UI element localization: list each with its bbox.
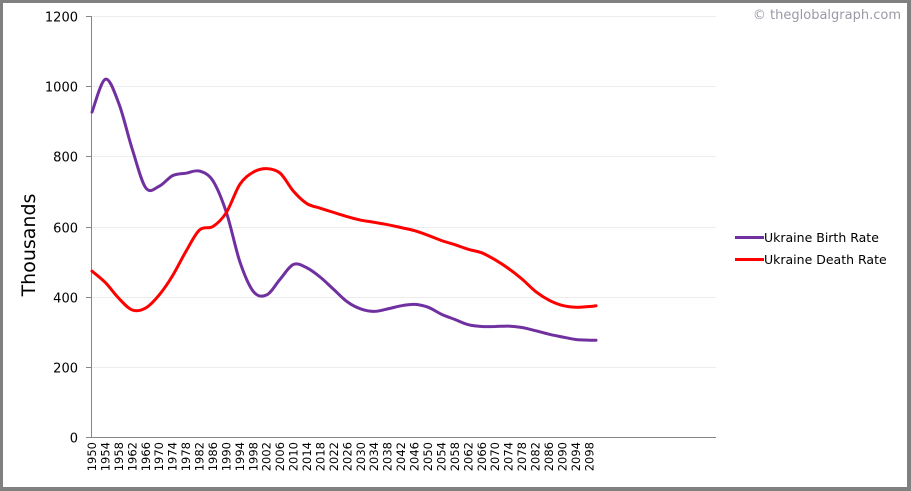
- x-tick-label: 1986: [206, 442, 220, 471]
- legend: Ukraine Birth Rate Ukraine Death Rate: [735, 226, 887, 270]
- x-tick-label: 2034: [367, 442, 381, 471]
- death-rate-line: [90, 167, 598, 313]
- y-tick-label: 1000: [45, 81, 78, 96]
- x-tick-label: 2058: [448, 442, 462, 471]
- x-tick-label: 1966: [139, 442, 153, 471]
- x-tick-label: 2070: [488, 442, 502, 471]
- legend-label: Ukraine Death Rate: [764, 251, 887, 267]
- x-tick-label: 2022: [327, 442, 341, 471]
- x-tick-label: 2046: [408, 442, 422, 471]
- birth-rate-line: [90, 77, 598, 342]
- x-tick-label: 1962: [125, 442, 139, 471]
- y-tick-label: 400: [53, 292, 78, 307]
- x-tick-label: 1998: [246, 442, 260, 471]
- x-tick-label: 2086: [542, 442, 556, 471]
- x-tick-label: 2098: [582, 442, 596, 471]
- x-tick-label: 1990: [219, 442, 233, 471]
- x-tick-label: 2094: [569, 442, 583, 471]
- x-tick-label: 2010: [287, 442, 301, 471]
- legend-swatch-death-rate: [735, 257, 764, 261]
- y-tick-label: 1200: [45, 11, 78, 26]
- x-tick-label: 2014: [300, 442, 314, 471]
- x-tick-label: 2018: [313, 442, 327, 471]
- x-tick-label: 2038: [381, 442, 395, 471]
- x-tick-label: 1958: [112, 442, 126, 471]
- x-tick-label: 2006: [273, 442, 287, 471]
- x-tick-label: 1982: [193, 442, 207, 471]
- x-tick-label: 2054: [434, 442, 448, 471]
- watermark: © theglobalgraph.com: [752, 8, 901, 23]
- gridlines: [91, 16, 716, 368]
- x-tick-label: 1978: [179, 442, 193, 471]
- y-tick-label: 800: [53, 151, 78, 166]
- legend-item-birth-rate: Ukraine Birth Rate: [735, 226, 887, 248]
- legend-swatch-birth-rate: [735, 235, 764, 239]
- x-tick-label: 2074: [502, 442, 516, 471]
- y-tick-label: 600: [53, 222, 78, 237]
- x-tick-label: 2078: [515, 442, 529, 471]
- axes: [91, 16, 716, 438]
- y-tick-label: 200: [53, 362, 78, 377]
- y-axis-ticks: 0 200 400 600 800 1000 1200: [45, 11, 91, 447]
- x-tick-label: 2062: [461, 442, 475, 471]
- x-tick-label: 2030: [354, 442, 368, 471]
- legend-item-death-rate: Ukraine Death Rate: [735, 248, 887, 270]
- x-tick-label: 1994: [233, 442, 247, 471]
- x-tick-label: 1974: [166, 442, 180, 471]
- x-tick-label: 2050: [421, 442, 435, 471]
- y-tick-label: 0: [70, 432, 78, 447]
- y-axis-label: Thousands: [18, 193, 40, 297]
- data-lines: [90, 77, 598, 342]
- x-tick-label: 1950: [85, 442, 99, 471]
- legend-label: Ukraine Birth Rate: [764, 229, 879, 245]
- x-tick-label: 2090: [555, 442, 569, 471]
- x-tick-label: 2082: [529, 442, 543, 471]
- x-tick-label: 2002: [260, 442, 274, 471]
- x-tick-label: 2066: [475, 442, 489, 471]
- x-tick-label: 2042: [394, 442, 408, 471]
- x-tick-label: 1954: [98, 442, 112, 471]
- x-tick-label: 2026: [340, 442, 354, 471]
- x-tick-label: 1970: [152, 442, 166, 471]
- x-axis-ticks: 1950 1954 1958 1962 1966 1970 1974 1978 1982 1986…: [85, 442, 596, 471]
